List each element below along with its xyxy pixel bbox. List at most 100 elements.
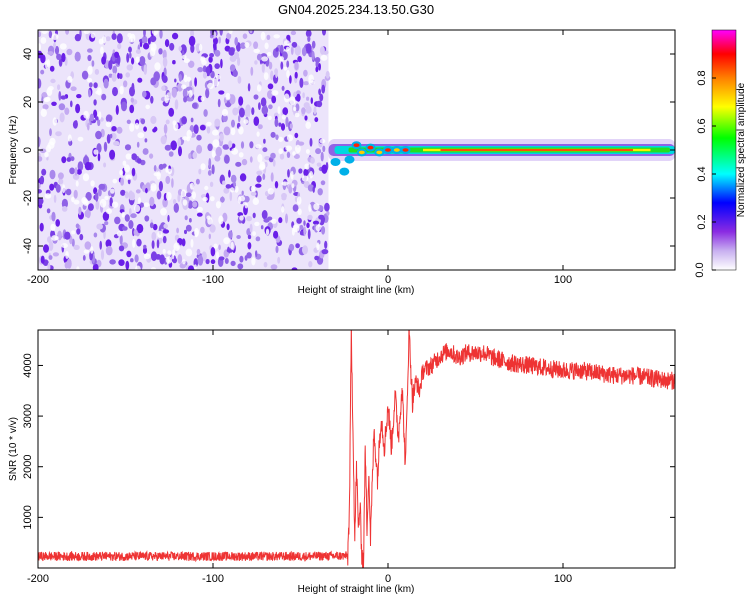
noise-gap	[228, 30, 233, 35]
noise-speckle	[130, 192, 135, 201]
noise-speckle	[303, 81, 309, 86]
noise-gap	[87, 65, 93, 75]
signal-hotspot	[385, 148, 391, 152]
noise-speckle	[262, 173, 266, 180]
noise-speckle	[314, 117, 319, 123]
noise-gap	[225, 92, 231, 101]
noise-speckle	[174, 99, 179, 110]
noise-gap	[61, 243, 68, 249]
noise-gap	[97, 87, 102, 96]
noise-speckle	[53, 42, 56, 50]
noise-speckle	[49, 169, 56, 180]
noise-speckle	[162, 49, 167, 60]
noise-gap	[256, 84, 262, 92]
noise-speckle	[124, 214, 130, 222]
noise-speckle	[47, 262, 51, 270]
noise-gap	[230, 187, 235, 193]
noise-speckle	[306, 222, 310, 229]
noise-speckle	[66, 258, 72, 269]
noise-speckle	[108, 60, 113, 70]
x-tick-label: 100	[554, 573, 572, 585]
noise-speckle	[289, 123, 293, 129]
noise-speckle	[51, 101, 57, 107]
noise-speckle	[172, 32, 179, 40]
noise-speckle	[321, 84, 326, 94]
noise-gap	[194, 229, 199, 238]
noise-speckle	[223, 126, 231, 136]
noise-speckle	[75, 223, 80, 229]
noise-speckle	[239, 173, 247, 182]
noise-speckle	[241, 158, 248, 166]
noise-speckle	[142, 247, 148, 254]
noise-gap	[320, 54, 328, 61]
noise-gap	[41, 30, 48, 34]
noise-gap	[308, 80, 316, 85]
noise-speckle	[120, 177, 124, 186]
noise-speckle	[105, 114, 113, 123]
noise-speckle	[57, 172, 64, 180]
heatmap-signal-band	[328, 139, 675, 176]
noise-gap	[215, 201, 221, 209]
noise-speckle	[116, 126, 123, 134]
noise-speckle	[130, 97, 134, 103]
noise-speckle	[108, 73, 113, 78]
noise-speckle	[61, 156, 67, 164]
noise-gap	[243, 119, 249, 124]
noise-gap	[253, 48, 260, 54]
noise-speckle	[112, 86, 118, 97]
noise-gap	[125, 174, 132, 180]
noise-speckle	[249, 30, 253, 34]
noise-gap	[234, 185, 239, 193]
noise-gap	[304, 163, 310, 170]
noise-speckle	[270, 172, 274, 182]
noise-gap	[212, 139, 220, 148]
noise-gap	[90, 246, 94, 254]
noise-speckle	[206, 126, 211, 134]
noise-speckle	[185, 192, 192, 198]
noise-speckle	[136, 238, 142, 247]
noise-gap	[173, 242, 180, 252]
noise-speckle	[288, 184, 293, 194]
noise-speckle	[280, 44, 284, 54]
noise-speckle	[241, 190, 244, 196]
noise-speckle	[116, 33, 123, 44]
noise-speckle	[151, 231, 157, 241]
noise-speckle	[235, 161, 242, 167]
noise-gap	[305, 121, 312, 129]
noise-speckle	[307, 214, 313, 220]
noise-speckle	[255, 183, 262, 188]
y-tick-label: 2000	[22, 454, 34, 478]
noise-speckle	[188, 35, 196, 47]
noise-gap	[145, 104, 150, 110]
noise-speckle	[55, 219, 60, 227]
noise-speckle	[53, 194, 57, 203]
noise-speckle	[97, 119, 101, 127]
noise-gap	[67, 134, 72, 142]
noise-speckle	[316, 162, 322, 167]
x-tick-label: -100	[202, 573, 224, 585]
noise-gap	[150, 267, 157, 270]
noise-gap	[191, 191, 196, 200]
noise-gap	[182, 199, 188, 206]
noise-gap	[290, 170, 294, 180]
noise-gap	[230, 127, 236, 136]
noise-speckle	[118, 259, 125, 266]
noise-speckle	[64, 107, 70, 115]
noise-speckle	[205, 88, 210, 99]
noise-speckle	[58, 103, 66, 111]
noise-speckle	[303, 168, 309, 177]
noise-speckle	[176, 83, 183, 92]
noise-speckle	[214, 49, 221, 57]
noise-speckle	[260, 97, 267, 107]
noise-gap	[130, 33, 136, 43]
noise-speckle	[128, 220, 134, 229]
noise-gap	[182, 259, 186, 265]
noise-speckle	[199, 124, 206, 131]
noise-speckle	[163, 124, 168, 134]
noise-speckle	[61, 206, 68, 212]
noise-gap	[188, 89, 193, 98]
colorbar-label: Normalized spectral amplitude	[736, 82, 747, 217]
noise-speckle	[288, 243, 295, 251]
noise-speckle	[84, 241, 92, 250]
